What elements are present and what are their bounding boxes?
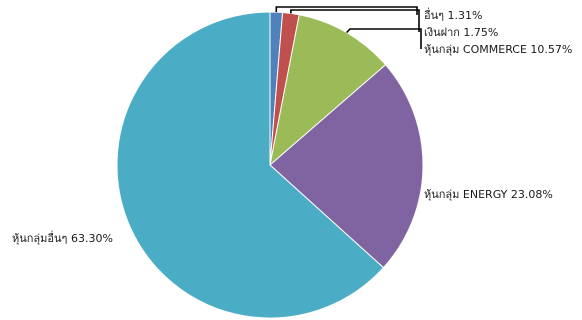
slice-label-other-stocks: หุ้นกลุ่มอื่นๆ 63.30% [12, 230, 113, 245]
pie-slices [116, 11, 424, 319]
slice-label-deposit: เงินฝาก 1.75% [424, 26, 498, 39]
slice-other-stocks [116, 11, 385, 319]
leader-line-other [275, 6, 418, 15]
slice-labels: อื่นๆ 1.31% เงินฝาก 1.75% หุ้นกลุ่ม COMM… [12, 7, 572, 245]
leader-line-deposit [290, 9, 420, 32]
slice-energy [269, 64, 424, 269]
leader-line-commerce [346, 28, 422, 49]
slice-label-commerce: หุ้นกลุ่ม COMMERCE 10.57% [424, 43, 572, 56]
slice-label-other: อื่นๆ 1.31% [424, 7, 482, 22]
slice-label-energy: หุ้นกลุ่ม ENERGY 23.08% [424, 188, 553, 201]
leader-lines [275, 6, 422, 49]
